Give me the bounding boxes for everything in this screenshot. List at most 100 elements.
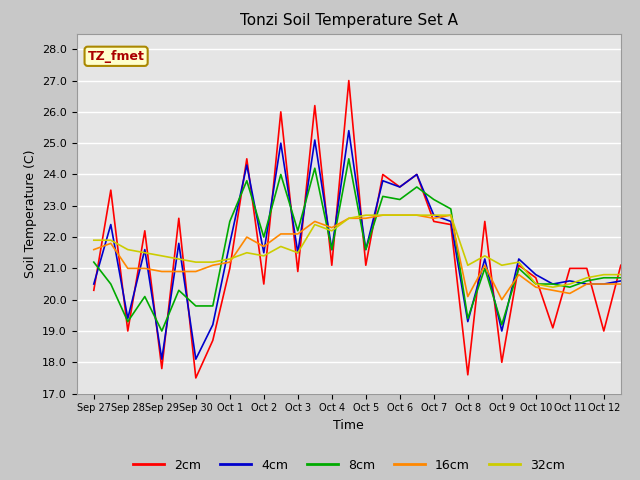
32cm bbox=[175, 256, 182, 262]
32cm bbox=[515, 259, 523, 265]
8cm bbox=[566, 284, 573, 290]
4cm bbox=[107, 222, 115, 228]
16cm bbox=[362, 216, 370, 221]
2cm bbox=[430, 218, 438, 224]
Y-axis label: Soil Temperature (C): Soil Temperature (C) bbox=[24, 149, 36, 278]
4cm bbox=[175, 240, 182, 246]
4cm bbox=[243, 162, 251, 168]
4cm bbox=[413, 171, 420, 177]
32cm bbox=[481, 253, 489, 259]
32cm bbox=[226, 256, 234, 262]
4cm bbox=[311, 137, 319, 143]
16cm bbox=[175, 269, 182, 275]
32cm bbox=[617, 272, 625, 277]
4cm bbox=[90, 281, 98, 287]
2cm bbox=[617, 263, 625, 268]
32cm bbox=[498, 263, 506, 268]
16cm bbox=[464, 294, 472, 300]
2cm bbox=[243, 156, 251, 162]
8cm bbox=[532, 281, 540, 287]
4cm bbox=[464, 319, 472, 324]
32cm bbox=[600, 272, 607, 277]
16cm bbox=[481, 263, 489, 268]
8cm bbox=[464, 315, 472, 321]
8cm bbox=[90, 259, 98, 265]
4cm bbox=[566, 278, 573, 284]
2cm bbox=[600, 328, 607, 334]
8cm bbox=[583, 278, 591, 284]
32cm bbox=[141, 250, 148, 256]
16cm bbox=[209, 263, 216, 268]
8cm bbox=[447, 206, 454, 212]
32cm bbox=[209, 259, 216, 265]
4cm bbox=[345, 128, 353, 133]
32cm bbox=[192, 259, 200, 265]
16cm bbox=[532, 284, 540, 290]
16cm bbox=[413, 212, 420, 218]
2cm bbox=[566, 265, 573, 271]
8cm bbox=[175, 288, 182, 293]
4cm bbox=[328, 247, 335, 252]
16cm bbox=[430, 216, 438, 221]
8cm bbox=[430, 197, 438, 203]
4cm bbox=[515, 256, 523, 262]
Line: 8cm: 8cm bbox=[94, 159, 621, 331]
4cm bbox=[141, 247, 148, 252]
2cm bbox=[481, 218, 489, 224]
4cm bbox=[583, 281, 591, 287]
16cm bbox=[311, 218, 319, 224]
16cm bbox=[498, 297, 506, 302]
8cm bbox=[124, 319, 132, 324]
4cm bbox=[498, 328, 506, 334]
2cm bbox=[209, 337, 216, 343]
32cm bbox=[396, 212, 404, 218]
4cm bbox=[158, 356, 166, 362]
16cm bbox=[158, 269, 166, 275]
4cm bbox=[379, 178, 387, 184]
8cm bbox=[311, 165, 319, 171]
2cm bbox=[192, 375, 200, 381]
32cm bbox=[124, 247, 132, 252]
2cm bbox=[175, 216, 182, 221]
16cm bbox=[566, 290, 573, 296]
2cm bbox=[413, 171, 420, 177]
16cm bbox=[192, 269, 200, 275]
32cm bbox=[362, 212, 370, 218]
8cm bbox=[107, 281, 115, 287]
2cm bbox=[515, 263, 523, 268]
16cm bbox=[328, 225, 335, 230]
8cm bbox=[498, 322, 506, 328]
32cm bbox=[430, 212, 438, 218]
4cm bbox=[549, 281, 557, 287]
2cm bbox=[549, 325, 557, 331]
8cm bbox=[277, 171, 285, 177]
2cm bbox=[107, 187, 115, 193]
Line: 16cm: 16cm bbox=[94, 215, 621, 300]
32cm bbox=[549, 284, 557, 290]
2cm bbox=[532, 275, 540, 281]
4cm bbox=[260, 250, 268, 256]
2cm bbox=[90, 288, 98, 293]
16cm bbox=[600, 281, 607, 287]
4cm bbox=[362, 247, 370, 252]
8cm bbox=[362, 247, 370, 252]
2cm bbox=[345, 78, 353, 84]
16cm bbox=[379, 212, 387, 218]
4cm bbox=[226, 240, 234, 246]
8cm bbox=[549, 281, 557, 287]
16cm bbox=[583, 281, 591, 287]
4cm bbox=[617, 278, 625, 284]
2cm bbox=[362, 263, 370, 268]
4cm bbox=[277, 140, 285, 146]
Text: TZ_fmet: TZ_fmet bbox=[88, 50, 145, 63]
16cm bbox=[447, 212, 454, 218]
4cm bbox=[124, 315, 132, 321]
16cm bbox=[515, 272, 523, 277]
8cm bbox=[345, 156, 353, 162]
2cm bbox=[583, 265, 591, 271]
32cm bbox=[277, 243, 285, 249]
16cm bbox=[345, 216, 353, 221]
4cm bbox=[600, 281, 607, 287]
16cm bbox=[294, 231, 301, 237]
16cm bbox=[277, 231, 285, 237]
